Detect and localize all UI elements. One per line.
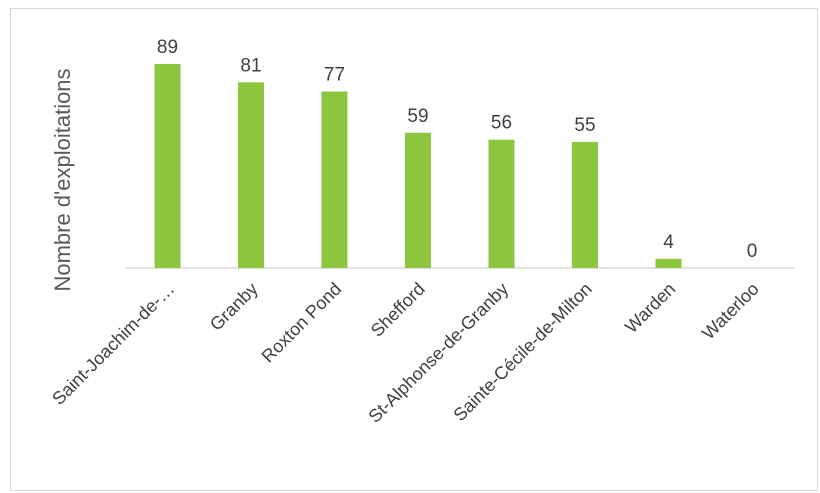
bar-4 — [405, 132, 431, 268]
category-label-8: Waterloo — [698, 279, 763, 344]
data-label-4: 59 — [407, 106, 428, 127]
bar-5 — [488, 139, 515, 268]
bar-7 — [655, 258, 682, 268]
bar-1 — [154, 64, 181, 268]
category-label-5: St-Alphonse-de-Granby — [364, 279, 512, 427]
bars-group — [154, 64, 682, 268]
bar-2 — [238, 82, 264, 268]
data-label-6: 55 — [574, 115, 595, 136]
bar-6 — [572, 141, 598, 268]
category-label-3: Roxton Pond — [258, 279, 346, 367]
bar-3 — [321, 91, 348, 268]
category-label-1: Saint-Joachim-de-… — [48, 279, 178, 409]
data-label-8: 0 — [747, 241, 758, 262]
category-label-2: Granby — [206, 279, 262, 335]
data-label-1: 89 — [157, 37, 178, 58]
category-label-4: Shefford — [367, 279, 429, 341]
data-label-2: 81 — [240, 55, 261, 76]
y-axis-title: Nombre d'exploitations — [50, 68, 75, 291]
category-label-7: Warden — [621, 279, 679, 337]
data-label-7: 4 — [663, 232, 674, 253]
category-label-6: Sainte-Cécile-de-Milton — [449, 279, 595, 425]
data-label-5: 56 — [491, 113, 512, 134]
data-labels-group: 89 81 77 59 56 55 4 0 — [157, 37, 757, 262]
data-label-3: 77 — [324, 65, 345, 86]
